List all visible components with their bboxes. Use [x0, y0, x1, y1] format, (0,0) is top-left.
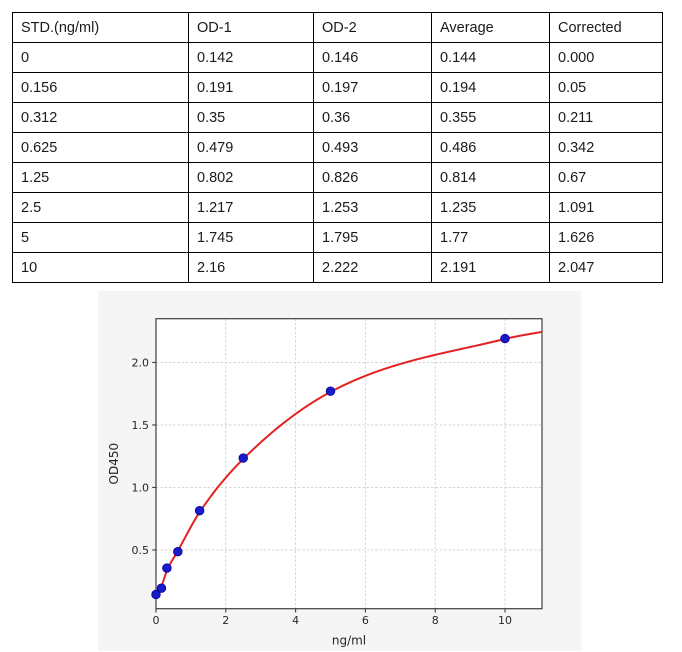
table-row: 10 2.16 2.222 2.191 2.047	[12, 252, 663, 283]
table-cell: 0.342	[549, 132, 663, 163]
table-cell: 0	[12, 42, 189, 73]
plot-border	[155, 318, 543, 610]
standard-curve-figure: 0 2 4 6 8 10 0.5 1.0 1.5 2.0 ng/ml OD450	[98, 291, 581, 651]
data-point-marker	[162, 563, 172, 573]
table-cell: 10	[12, 252, 189, 283]
data-point-marker	[500, 333, 510, 344]
table-cell: 0.814	[431, 162, 550, 193]
table-cell: 0.146	[313, 42, 432, 73]
table-cell: 0.486	[431, 132, 550, 163]
column-header-od-1: OD-1	[188, 12, 314, 43]
data-point-marker	[151, 589, 161, 600]
y-tick-label: 1.0	[132, 481, 150, 494]
table-cell: 0.000	[549, 42, 663, 73]
y-tick-label: 2.0	[132, 356, 150, 369]
tick-labels: 0 2 4 6 8 10 0.5 1.0 1.5 2.0	[132, 356, 513, 627]
table-cell: 2.191	[431, 252, 550, 283]
table-cell: 0.67	[549, 162, 663, 193]
data-points	[151, 333, 510, 600]
table-cell: 0.35	[188, 102, 314, 133]
plot-area	[156, 318, 542, 609]
data-point-marker	[173, 547, 183, 557]
table-cell: 0.142	[188, 42, 314, 73]
table-cell: 1.77	[431, 222, 550, 253]
table-cell: 0.493	[313, 132, 432, 163]
table-header-row: STD.(ng/ml) OD-1 OD-2 Average Corrected	[12, 12, 663, 43]
table-cell: 0.625	[12, 132, 189, 163]
table-cell: 1.217	[188, 192, 314, 223]
table-row: 0.312 0.35 0.36 0.355 0.211	[12, 102, 663, 133]
data-point-marker	[238, 453, 248, 463]
table-cell: 0.156	[12, 72, 189, 103]
table-row: 0.625 0.479 0.493 0.486 0.342	[12, 132, 663, 163]
table-cell: 1.626	[549, 222, 663, 253]
table-row: 0.156 0.191 0.197 0.194 0.05	[12, 72, 663, 103]
table-cell: 2.047	[549, 252, 663, 283]
table-cell: 0.194	[431, 72, 550, 103]
y-tick-label: 0.5	[132, 544, 150, 557]
table-cell: 1.253	[313, 192, 432, 223]
table-row: 1.25 0.802 0.826 0.814 0.67	[12, 162, 663, 193]
column-header-average: Average	[431, 12, 550, 43]
table-row: 5 1.745 1.795 1.77 1.626	[12, 222, 663, 253]
y-tick-label: 1.5	[132, 419, 150, 432]
table-cell: 0.36	[313, 102, 432, 133]
table-cell: 1.745	[188, 222, 314, 253]
x-axis-label: ng/ml	[332, 634, 366, 648]
table-cell: 0.197	[313, 72, 432, 103]
table-cell: 5	[12, 222, 189, 253]
table-cell: 2.5	[12, 192, 189, 223]
x-tick-label: 2	[222, 614, 229, 627]
table-cell: 0.479	[188, 132, 314, 163]
table-cell: 0.211	[549, 102, 663, 133]
column-header-std-ng-ml: STD.(ng/ml)	[12, 12, 189, 43]
data-point-marker	[325, 386, 336, 396]
x-tick-label: 8	[432, 614, 439, 627]
tick-marks	[152, 361, 506, 613]
table-cell: 2.16	[188, 252, 314, 283]
fit-curve	[156, 330, 542, 595]
table-cell: 0.355	[431, 102, 550, 133]
table-cell: 1.25	[12, 162, 189, 193]
table-cell: 0.05	[549, 72, 663, 103]
data-point-marker	[156, 583, 167, 593]
y-axis-label: OD450	[107, 443, 121, 485]
table-cell: 0.191	[188, 72, 314, 103]
column-header-corrected: Corrected	[549, 12, 663, 43]
column-header-od-2: OD-2	[313, 12, 432, 43]
table-cell: 0.802	[188, 162, 314, 193]
x-tick-label: 0	[153, 614, 160, 627]
table-row: 0 0.142 0.146 0.144 0.000	[12, 42, 663, 73]
data-point-marker	[194, 505, 205, 516]
table-cell: 0.144	[431, 42, 550, 73]
table-cell: 0.826	[313, 162, 432, 193]
table-cell: 1.795	[313, 222, 432, 253]
table-row: 2.5 1.217 1.253 1.235 1.091	[12, 192, 663, 223]
table-cell: 1.235	[431, 192, 550, 223]
table-cell: 0.312	[12, 102, 189, 133]
standard-curve-chart: 0 2 4 6 8 10 0.5 1.0 1.5 2.0 ng/ml OD450	[107, 318, 543, 648]
x-tick-label: 10	[498, 614, 512, 627]
x-tick-label: 6	[362, 614, 369, 627]
standards-table: STD.(ng/ml) OD-1 OD-2 Average Corrected 0 0.1…	[12, 12, 663, 283]
table-cell: 1.091	[549, 192, 663, 223]
x-tick-label: 4	[292, 614, 299, 627]
table-cell: 2.222	[313, 252, 432, 283]
